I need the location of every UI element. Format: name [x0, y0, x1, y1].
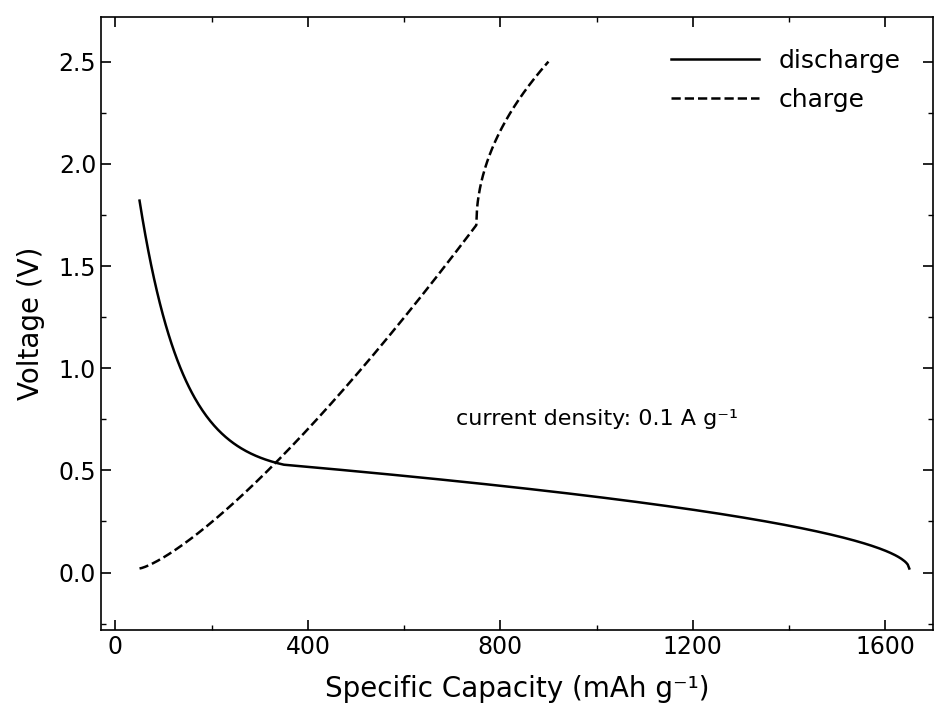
- charge: [144, 561, 156, 570]
- discharge: [903, 564, 915, 573]
- discharge: [339, 466, 351, 474]
- Text: current density: 0.1 A g⁻¹: current density: 0.1 A g⁻¹: [456, 409, 737, 429]
- discharge: [306, 463, 317, 472]
- charge: [225, 501, 237, 510]
- charge: [269, 459, 280, 468]
- charge: [155, 554, 166, 563]
- discharge: [370, 469, 382, 477]
- Line: discharge: discharge: [140, 201, 909, 569]
- discharge: [800, 525, 811, 534]
- Line: charge: charge: [140, 62, 548, 569]
- charge: [482, 157, 493, 166]
- charge: [542, 58, 554, 66]
- discharge: [508, 483, 520, 492]
- charge: [134, 564, 145, 573]
- discharge: [134, 197, 145, 205]
- charge: [519, 87, 530, 96]
- Legend: discharge, charge: discharge, charge: [652, 30, 921, 132]
- X-axis label: Specific Capacity (mAh g⁻¹): Specific Capacity (mAh g⁻¹): [325, 675, 710, 703]
- Y-axis label: Voltage (V): Voltage (V): [17, 246, 45, 400]
- discharge: [826, 531, 838, 539]
